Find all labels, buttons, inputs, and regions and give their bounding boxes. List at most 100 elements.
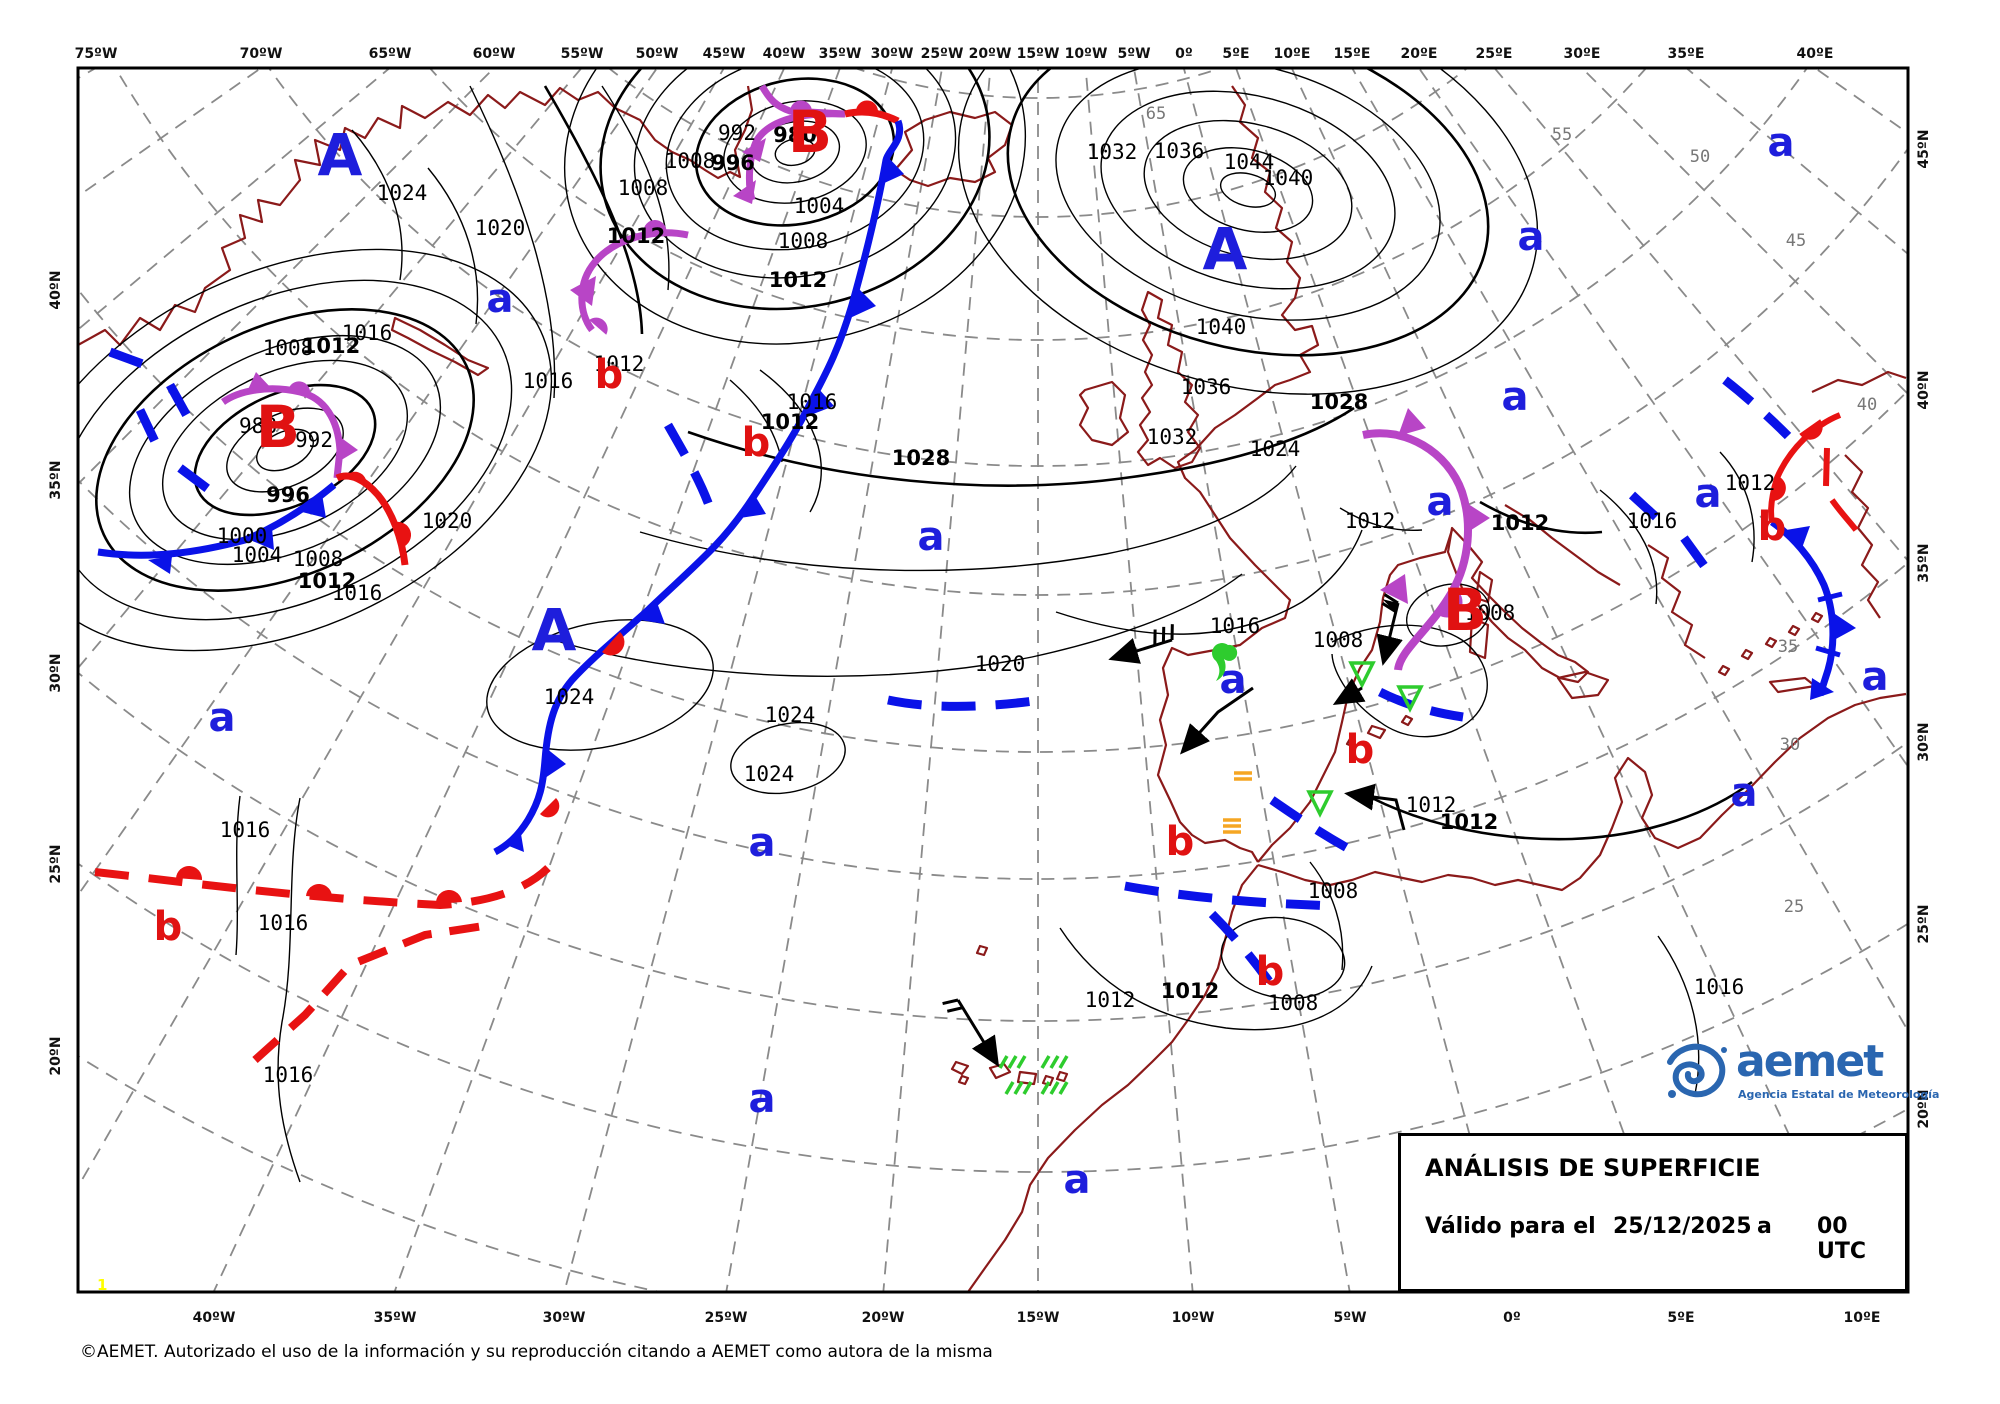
left-axis-label: 40ºN bbox=[48, 270, 64, 309]
bottom-axis-label: 25ºW bbox=[705, 1310, 748, 1326]
graticule-value-label: 50 bbox=[1690, 147, 1710, 167]
wind-barb-tick bbox=[943, 1000, 958, 1004]
haze-symbol bbox=[1042, 1056, 1049, 1068]
coast-ireland bbox=[1080, 382, 1128, 445]
top-axis-label: 70ºW bbox=[240, 46, 283, 62]
isobar-label: 1020 bbox=[975, 652, 1026, 676]
graticule-value-label: 45 bbox=[1786, 231, 1806, 251]
isobar-label: 1016 bbox=[220, 818, 271, 842]
bottom-axis-label: 0º bbox=[1503, 1310, 1521, 1326]
top-axis-label: 40ºE bbox=[1797, 46, 1834, 62]
isobar-label: 996 bbox=[266, 483, 310, 507]
isobar-open bbox=[560, 574, 1242, 676]
right-axis-label: 30ºN bbox=[1916, 722, 1932, 761]
isobar-label: 1016 bbox=[332, 581, 383, 605]
copyright-text: ©AEMET. Autorizado el uso de la informac… bbox=[80, 1342, 993, 1362]
wind-arrow bbox=[1114, 640, 1172, 658]
isobar-label: 1040 bbox=[1196, 315, 1247, 339]
analysis-title: ANÁLISIS DE SUPERFICIE bbox=[1425, 1154, 1760, 1182]
isobar-label: 1004 bbox=[232, 543, 283, 567]
isobar-label: 1012 bbox=[1085, 988, 1136, 1012]
haze-symbol bbox=[1015, 1082, 1022, 1094]
low-pressure-center: B bbox=[256, 393, 300, 461]
graticule-meridian bbox=[1329, 0, 2000, 1067]
wind-arrow bbox=[958, 1000, 996, 1062]
bottom-axis-label: 5ºW bbox=[1333, 1310, 1366, 1326]
warm-front-west-low bbox=[337, 472, 411, 565]
low-pressure-center: b bbox=[1758, 504, 1787, 550]
haze-symbol bbox=[1009, 1056, 1016, 1068]
coast-morocco-atlantic bbox=[968, 865, 1258, 1292]
graticule-parallel bbox=[0, 0, 2000, 752]
isobar-label: 1020 bbox=[475, 216, 526, 240]
coast-europe-west bbox=[1158, 86, 1318, 862]
low-pressure-center: b bbox=[1346, 727, 1375, 773]
isobar-label: 1036 bbox=[1154, 139, 1205, 163]
isobar-open bbox=[470, 86, 555, 398]
warm-front-developing bbox=[95, 866, 548, 1060]
top-axis-label: 25ºW bbox=[921, 46, 964, 62]
high-pressure-center: a bbox=[1695, 471, 1722, 517]
graticule-value-label: 35 bbox=[1778, 637, 1798, 657]
coast-north-africa bbox=[1258, 694, 1906, 890]
isobar-open bbox=[428, 168, 478, 324]
high-pressure-center: a bbox=[749, 1076, 776, 1122]
high-pressure-center: a bbox=[1427, 479, 1454, 525]
isobar-label: 1008 bbox=[293, 547, 344, 571]
isobar-label: 1012 bbox=[769, 268, 827, 292]
isobar-label: 996 bbox=[711, 151, 755, 175]
left-axis-label: 20ºN bbox=[48, 1036, 64, 1075]
isobar-label: 1028 bbox=[892, 446, 950, 470]
bottom-axis-label: 40ºW bbox=[193, 1310, 236, 1326]
isobar-label: 1024 bbox=[1250, 437, 1301, 461]
top-axis-label: 5ºE bbox=[1222, 46, 1249, 62]
graticule-value-label: 55 bbox=[1552, 125, 1572, 145]
top-axis-label: 50ºW bbox=[636, 46, 679, 62]
validity-row: Válido para el 25/12/2025 a 00 UTC bbox=[1425, 1214, 1885, 1239]
top-axis-label: 40ºW bbox=[763, 46, 806, 62]
isobar-label: 1004 bbox=[794, 194, 845, 218]
top-axis-label: 75ºW bbox=[75, 46, 118, 62]
graticule-value-label: 65 bbox=[1146, 104, 1166, 124]
isobar-label: 1008 bbox=[263, 336, 314, 360]
isobar-label: 1008 bbox=[618, 176, 669, 200]
haze-symbol bbox=[1051, 1082, 1058, 1094]
top-axis-label: 65ºW bbox=[369, 46, 412, 62]
isobar-label: 1016 bbox=[1694, 975, 1745, 999]
right-axis-label: 25ºN bbox=[1916, 904, 1932, 943]
valid-date: 25/12/2025 bbox=[1613, 1214, 1752, 1239]
graticule-meridian bbox=[417, 0, 940, 1400]
top-axis-label: 30ºE bbox=[1564, 46, 1601, 62]
map-frame bbox=[78, 68, 1908, 1292]
bottom-axis-label: 20ºW bbox=[862, 1310, 905, 1326]
isobar-label: 1012 bbox=[1440, 810, 1498, 834]
isobar-label: 1028 bbox=[1310, 390, 1368, 414]
left-axis-label: 35ºN bbox=[48, 460, 64, 499]
low-pressure-center: b bbox=[1256, 949, 1285, 995]
graticule-meridian bbox=[1349, 0, 2000, 901]
high-pressure-center: a bbox=[1862, 654, 1889, 700]
high-pressure-center: a bbox=[1064, 1157, 1091, 1203]
low-pressure-center: B bbox=[1443, 576, 1487, 644]
bottom-axis-label: 5ºE bbox=[1667, 1310, 1694, 1326]
graticule-meridian bbox=[24, 0, 878, 1400]
isobar-label: 1012 bbox=[1491, 511, 1549, 535]
left-axis-label: 25ºN bbox=[48, 844, 64, 883]
warm-front-iceland bbox=[845, 100, 898, 121]
haze-symbol bbox=[1006, 1082, 1013, 1094]
top-axis-label: 20ºW bbox=[969, 46, 1012, 62]
high-pressure-center: a bbox=[1768, 120, 1795, 166]
bottom-axis-label: 10ºW bbox=[1172, 1310, 1215, 1326]
top-axis-label: 15ºW bbox=[1017, 46, 1060, 62]
bottom-axis-label: 30ºW bbox=[543, 1310, 586, 1326]
analysis-legend-box: ANÁLISIS DE SUPERFICIE Válido para el 25… bbox=[1398, 1133, 1908, 1292]
top-axis-label: 15ºE bbox=[1334, 46, 1371, 62]
coast-greece bbox=[1648, 545, 1822, 692]
low-pressure-center: b bbox=[742, 420, 771, 466]
bottom-axis-label: 15ºW bbox=[1017, 1310, 1060, 1326]
haze-symbol bbox=[1018, 1056, 1025, 1068]
isobar-label: 1024 bbox=[544, 685, 595, 709]
isobar-label: 1024 bbox=[765, 703, 816, 727]
top-axis-label: 55ºW bbox=[561, 46, 604, 62]
